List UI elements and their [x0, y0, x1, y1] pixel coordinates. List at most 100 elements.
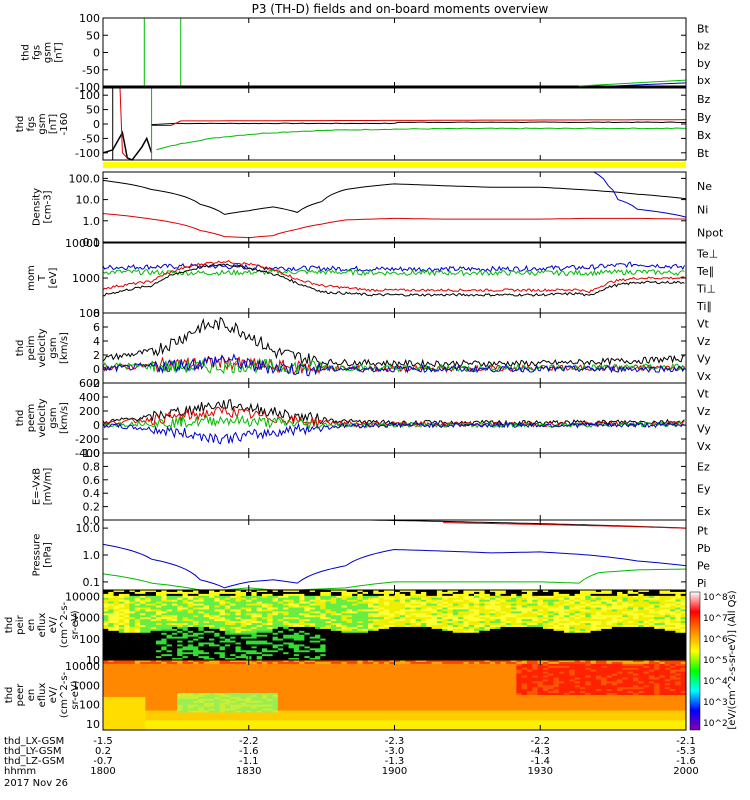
spectrogram-cell	[606, 591, 613, 595]
spectrogram-cell	[511, 638, 517, 642]
spectrogram-cell	[336, 632, 342, 636]
spectrogram-cell	[664, 623, 671, 626]
spectrogram-cell	[357, 630, 364, 634]
spectrogram-cell	[209, 617, 215, 620]
y-tick-label: 4	[93, 335, 100, 348]
spectrogram-cell	[442, 619, 448, 622]
spectrogram-cell	[447, 601, 454, 605]
spectrogram-cell	[309, 656, 316, 659]
spectrogram-cell	[648, 628, 655, 632]
spectrogram-cell	[134, 590, 141, 593]
spectrogram-cell	[161, 704, 168, 708]
spectrogram-cell	[373, 632, 380, 636]
spectrogram-cell	[548, 621, 554, 624]
spectrogram-cell	[378, 611, 385, 614]
spectrogram-cell	[129, 693, 136, 696]
spectrogram-cell	[166, 677, 173, 680]
spectrogram-cell	[585, 599, 592, 603]
spectrogram-cell	[140, 660, 146, 663]
spectrogram-cell	[383, 607, 390, 610]
spectrogram-cell	[532, 634, 539, 638]
spectrogram-cell	[230, 638, 236, 642]
spectrogram-cell	[315, 615, 321, 618]
spectrogram-cell	[346, 628, 353, 632]
spectrogram-cell	[622, 605, 629, 608]
spectrogram-cell	[251, 642, 258, 645]
spectrogram-cell	[521, 636, 528, 640]
spectrogram-cell	[187, 681, 194, 684]
spectrogram-cell	[357, 658, 364, 661]
spectrogram-cell	[161, 724, 168, 727]
spectrogram-cell	[617, 605, 623, 608]
legend-Bz: Bz	[697, 93, 711, 106]
spectrogram-cell	[182, 696, 189, 700]
spectrogram-cell	[150, 677, 157, 680]
spectrogram-cell	[463, 621, 470, 624]
spectrogram-cell	[484, 630, 491, 634]
spectrogram-cell	[479, 636, 486, 640]
spectrogram-cell	[103, 724, 109, 727]
spectrogram-cell	[166, 726, 173, 729]
spectrogram-cell	[283, 636, 289, 640]
spectrogram-cell	[182, 693, 189, 696]
spectrogram-cell	[134, 718, 141, 721]
spectrogram-cell	[230, 630, 236, 634]
y-label-line: peem	[26, 404, 37, 432]
spectrogram-cell	[182, 702, 189, 706]
legend-Npot: Npot	[697, 227, 724, 240]
spectrogram-cell	[580, 636, 586, 640]
spectrogram-cell	[230, 648, 236, 651]
spectrogram-cell	[251, 621, 258, 624]
spectrogram-cell	[680, 609, 687, 612]
spectrogram-cell	[383, 640, 390, 643]
spectrogram-cell	[474, 615, 480, 618]
spectrogram-cell	[442, 599, 448, 603]
spectrogram-cell	[648, 593, 655, 597]
spectrogram-cell	[145, 595, 152, 599]
spectrogram-cell	[558, 607, 565, 610]
spectrogram-cell	[145, 671, 152, 675]
spectrogram-cell	[394, 638, 401, 642]
spectrogram-cell	[320, 591, 327, 595]
spectrogram-cell	[283, 654, 289, 657]
spectrogram-cell	[368, 615, 374, 618]
spectrogram-cell	[447, 656, 454, 659]
spectrogram-cell	[410, 607, 417, 610]
spectrogram-cell	[362, 630, 369, 634]
spectrogram-cell	[309, 628, 316, 632]
spectrogram-cell	[468, 603, 475, 607]
spectrogram-cell	[118, 591, 125, 595]
spectrogram-cell	[103, 591, 109, 595]
spectrogram-cell	[558, 636, 565, 640]
spectrogram-cell	[405, 611, 411, 614]
spectrogram-cell	[537, 615, 544, 618]
spectrogram-cell	[320, 628, 327, 632]
spectrogram-cell	[601, 632, 607, 636]
spectrogram-cell	[262, 595, 268, 599]
spectrogram-cell	[474, 617, 480, 620]
spectrogram-cell	[113, 593, 120, 597]
spectrogram-cell	[161, 597, 168, 601]
spectrogram-cell	[532, 638, 539, 642]
spectrogram-cell	[458, 621, 464, 624]
spectrogram-cell	[368, 601, 374, 605]
legend-Ti⊥: Ti⊥	[696, 283, 716, 296]
spectrogram-cell	[103, 619, 109, 622]
spectrogram-cell	[670, 644, 676, 647]
spectrogram-cell	[670, 626, 676, 630]
spectrogram-cell	[426, 590, 433, 593]
spectrogram-cell	[341, 623, 348, 626]
spectrogram-cell	[336, 619, 342, 622]
spectrogram-cell	[389, 625, 395, 628]
spectrogram-cell	[357, 615, 364, 618]
spectrogram-cell	[283, 656, 289, 659]
spectrogram-cell	[532, 658, 539, 661]
spectrogram-cell	[431, 652, 438, 655]
spectrogram-cell	[633, 605, 639, 608]
spectrogram-cell	[124, 630, 130, 634]
spectrogram-cell	[458, 632, 464, 636]
spectrogram-cell	[378, 593, 385, 597]
y-tick-label: -100	[75, 147, 100, 160]
spectrogram-cell	[595, 601, 602, 605]
spectrogram-cell	[511, 656, 517, 659]
